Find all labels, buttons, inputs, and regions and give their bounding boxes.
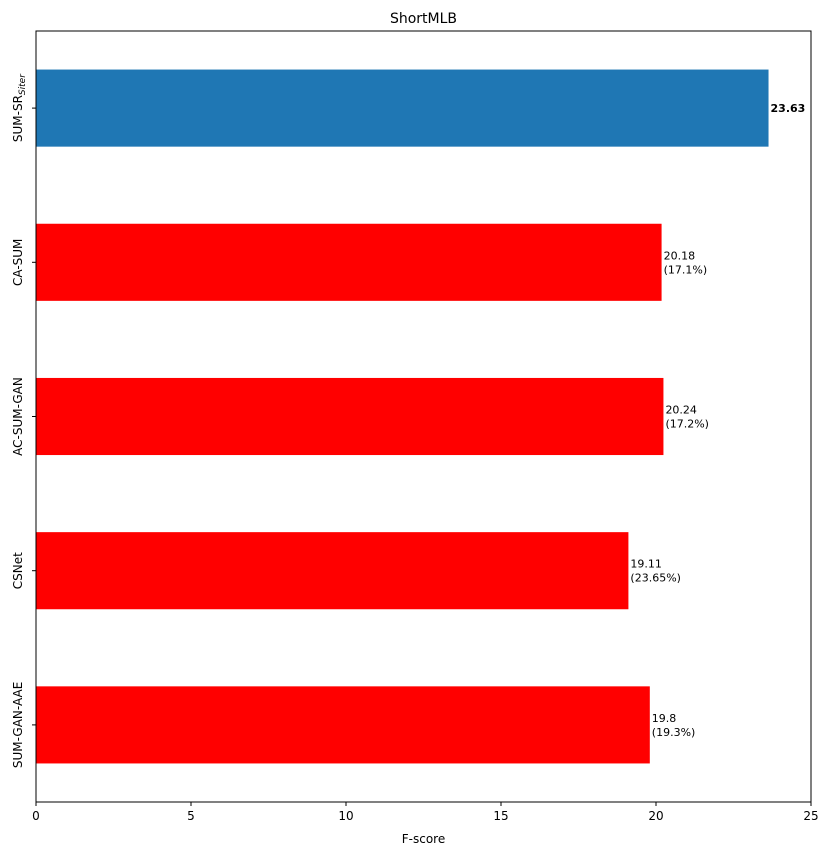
bar-2 xyxy=(36,377,664,456)
y-tick-label-0: SUM-SRSiter xyxy=(11,73,28,142)
y-tick-label-subscript: Siter xyxy=(18,73,28,95)
data-labels: 23.63 20.18 (17.1%) 20.24 (17.2%) 19.11 (23.65… xyxy=(630,102,805,739)
x-tick-label-4: 20 xyxy=(648,809,663,823)
y-tick-label-text: SUM-GAN-AAE xyxy=(11,682,25,768)
x-tick-label-2: 10 xyxy=(338,809,353,823)
x-axis-label: F-score xyxy=(402,832,445,846)
data-label-percent: (19.3%) xyxy=(652,726,696,739)
y-tick-label-1: CA-SUM xyxy=(11,239,25,286)
x-tick-label-5: 25 xyxy=(803,809,818,823)
y-tick-label-text: AC-SUM-GAN xyxy=(11,377,25,456)
plot-frame xyxy=(35,30,812,803)
data-label-percent: (17.1%) xyxy=(664,263,708,276)
y-tick-label-3: CSNet xyxy=(11,552,25,589)
data-label-3: 19.11 (23.65%) xyxy=(630,558,681,585)
y-tick-labels: SUM-SRSiter CA-SUM AC-SUM-GAN CSNet SUM-GAN-… xyxy=(11,73,36,768)
data-label-percent: (17.2%) xyxy=(665,418,709,431)
x-tick-label-3: 15 xyxy=(493,809,508,823)
data-label-value: 19.11 xyxy=(630,558,662,571)
chart-title: ShortMLB xyxy=(390,11,457,27)
y-tick-label-text: CSNet xyxy=(11,552,25,589)
data-label-value: 20.18 xyxy=(664,249,696,262)
data-label-percent: (23.65%) xyxy=(630,572,681,585)
y-tick-label-text: CA-SUM xyxy=(11,239,25,286)
x-tick-label-0: 0 xyxy=(32,809,40,823)
bar-3 xyxy=(36,532,629,610)
bar-1 xyxy=(36,223,662,301)
data-label-2: 20.24 (17.2%) xyxy=(665,404,709,431)
bar-0 xyxy=(36,69,769,147)
y-tick-label-2: AC-SUM-GAN xyxy=(11,377,25,456)
x-tick-label-1: 5 xyxy=(187,809,195,823)
data-label-value: 20.24 xyxy=(665,404,697,417)
y-tick-label-text: SUM-SR xyxy=(11,95,25,142)
data-label-value: 19.8 xyxy=(652,712,677,725)
bar-4 xyxy=(36,686,650,764)
data-label-1: 20.18 (17.1%) xyxy=(664,249,708,276)
data-label-0: 23.63 xyxy=(771,102,806,115)
y-tick-label-4: SUM-GAN-AAE xyxy=(11,682,25,768)
data-label-value: 23.63 xyxy=(771,102,806,115)
data-label-4: 19.8 (19.3%) xyxy=(652,712,696,739)
x-ticks: 0 5 10 15 20 25 xyxy=(32,802,819,823)
bars-group xyxy=(36,69,769,764)
